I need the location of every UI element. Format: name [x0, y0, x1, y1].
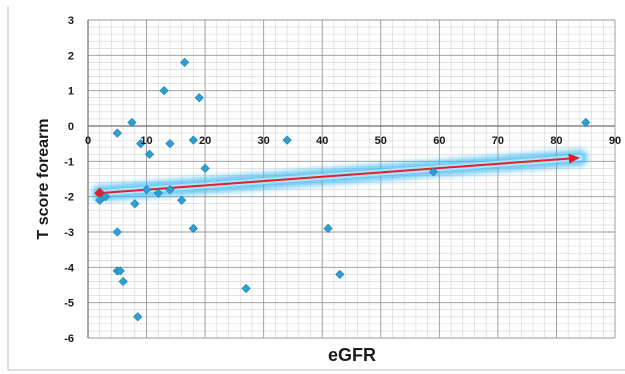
y-tick-label: 1	[68, 86, 74, 98]
y-tick-label: 3	[68, 15, 74, 27]
data-point	[188, 223, 199, 234]
data-point	[95, 195, 105, 205]
data-point	[194, 93, 204, 103]
x-axis-label: eGFR	[328, 345, 376, 365]
x-tick-label: 90	[609, 135, 621, 147]
data-point	[165, 184, 175, 195]
x-tick-label: 10	[140, 135, 152, 147]
y-tick-label: -3	[64, 227, 74, 239]
x-tick-label: 40	[316, 135, 328, 147]
x-tick-label: 50	[375, 135, 387, 147]
data-point	[581, 117, 591, 128]
data-point	[141, 184, 152, 195]
data-point	[127, 117, 137, 128]
y-tick-label: -5	[64, 298, 74, 310]
data-point	[144, 149, 155, 159]
data-point	[241, 283, 251, 294]
data-point	[118, 276, 128, 287]
y-tick-label: -4	[64, 262, 75, 274]
y-tick-label: -6	[64, 333, 74, 345]
data-point	[133, 312, 143, 322]
x-tick-label: 20	[199, 135, 211, 147]
trendline-arrowhead	[568, 153, 580, 164]
data-point	[335, 269, 345, 280]
y-tick-label: 0	[68, 121, 74, 133]
y-tick-label: -1	[64, 156, 74, 168]
x-tick-label: 0	[85, 135, 91, 147]
x-tick-labels: 0 10 20 30 40 50 60 70 80 90	[85, 135, 621, 147]
y-tick-label: 2	[68, 50, 74, 62]
y-tick-labels: 3 2 1 0 -1 -2 -3 -4 -5 -6	[64, 15, 75, 345]
data-point	[115, 266, 125, 276]
y-axis-label: T score forearm	[35, 119, 52, 240]
data-point	[188, 135, 199, 145]
data-point	[100, 192, 111, 202]
data-point	[153, 188, 163, 198]
data-point	[282, 135, 292, 145]
data-point	[179, 57, 190, 68]
x-tick-label: 80	[550, 135, 562, 147]
data-points	[95, 57, 591, 322]
y-tick-label: -2	[64, 192, 74, 204]
data-point	[112, 128, 122, 138]
data-point	[112, 227, 122, 237]
data-point	[428, 167, 439, 177]
data-point	[323, 223, 333, 234]
data-point	[130, 199, 140, 209]
data-point	[136, 139, 146, 149]
data-point	[177, 195, 187, 205]
data-point	[159, 86, 169, 96]
data-point	[165, 139, 175, 149]
x-tick-label: 60	[433, 135, 445, 147]
data-point	[200, 163, 210, 174]
trendline-line	[99, 157, 574, 195]
x-tick-label: 70	[492, 135, 504, 147]
x-tick-label: 30	[258, 135, 270, 147]
